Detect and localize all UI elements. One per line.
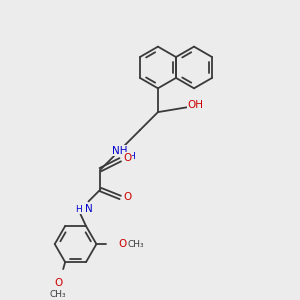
Text: NH: NH xyxy=(112,146,128,156)
Text: O: O xyxy=(123,193,131,202)
Text: O: O xyxy=(54,278,62,288)
Text: H: H xyxy=(75,205,82,214)
Text: O: O xyxy=(118,239,126,249)
Text: O: O xyxy=(123,153,131,163)
Text: N: N xyxy=(85,204,92,214)
Text: CH₃: CH₃ xyxy=(50,290,67,299)
Text: CH₃: CH₃ xyxy=(128,240,144,249)
Text: H: H xyxy=(128,152,134,161)
Text: OH: OH xyxy=(188,100,204,110)
